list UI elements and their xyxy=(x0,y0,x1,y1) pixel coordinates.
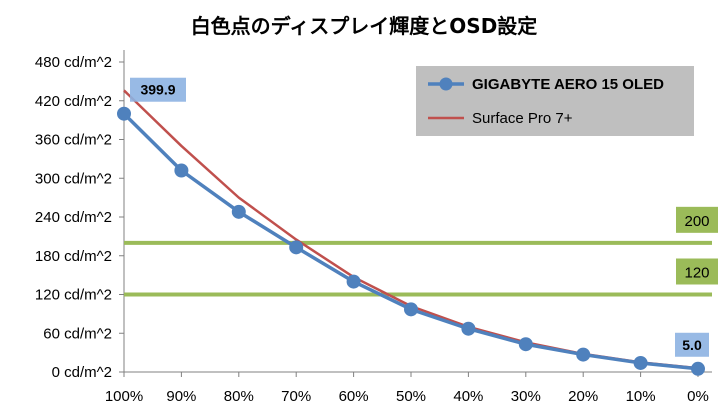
y-tick-label: 300 cd/m^2 xyxy=(35,170,112,187)
x-tick-label: 70% xyxy=(281,388,311,405)
legend-label: Surface Pro 7+ xyxy=(472,110,573,127)
y-tick-label: 120 cd/m^2 xyxy=(35,287,112,304)
x-tick-label: 20% xyxy=(568,388,598,405)
y-tick-label: 360 cd/m^2 xyxy=(35,132,112,149)
data-point xyxy=(691,361,705,376)
data-point xyxy=(174,163,189,178)
data-point xyxy=(289,240,304,255)
y-tick-label: 480 cd/m^2 xyxy=(35,54,112,71)
x-tick-label: 10% xyxy=(626,388,656,405)
x-tick-label: 90% xyxy=(166,388,196,405)
reference-label: 200 xyxy=(684,213,709,230)
y-tick-label: 240 cd/m^2 xyxy=(35,209,112,226)
data-point xyxy=(404,302,418,317)
x-tick-label: 40% xyxy=(453,388,483,405)
data-point xyxy=(231,204,246,219)
data-labels: 399.9 5.0 xyxy=(130,77,709,357)
x-tick-label: 0% xyxy=(687,388,709,405)
data-label: 399.9 xyxy=(140,82,175,98)
chart-title: 白色点のディスプレイ輝度とOSD設定 xyxy=(191,14,538,38)
legend: GIGABYTE AERO 15 OLED Surface Pro 7+ xyxy=(416,66,694,136)
data-label: 5.0 xyxy=(682,337,702,353)
series-layer xyxy=(117,89,705,376)
y-tick-label: 0 cd/m^2 xyxy=(52,364,112,381)
data-point xyxy=(518,337,533,352)
data-point xyxy=(633,355,648,370)
legend-box xyxy=(416,66,694,136)
legend-swatch-marker xyxy=(439,77,453,91)
data-point xyxy=(117,106,131,121)
data-label-box xyxy=(130,77,186,102)
x-tick-label: 50% xyxy=(396,388,426,405)
data-point xyxy=(461,321,476,336)
reference-label: 120 xyxy=(684,265,709,282)
x-tick-label: 30% xyxy=(511,388,541,405)
y-tick-label: 420 cd/m^2 xyxy=(35,93,112,110)
reference-lines: 200 120 xyxy=(124,206,718,297)
x-tick-label: 80% xyxy=(224,388,254,405)
y-tick-label: 180 cd/m^2 xyxy=(35,248,112,265)
data-label-box xyxy=(675,332,709,357)
axes: 0 cd/m^2 60 cd/m^2 120 cd/m^2 180 cd/m^2 240… xyxy=(35,50,712,405)
x-tick-label: 60% xyxy=(339,388,369,405)
data-point xyxy=(346,274,361,289)
data-point xyxy=(576,347,591,362)
x-tick-label: 100% xyxy=(105,388,143,405)
legend-label: GIGABYTE AERO 15 OLED xyxy=(472,76,664,93)
y-tick-label: 60 cd/m^2 xyxy=(43,325,112,342)
reference-label-box xyxy=(676,258,718,285)
reference-label-box xyxy=(676,206,718,233)
